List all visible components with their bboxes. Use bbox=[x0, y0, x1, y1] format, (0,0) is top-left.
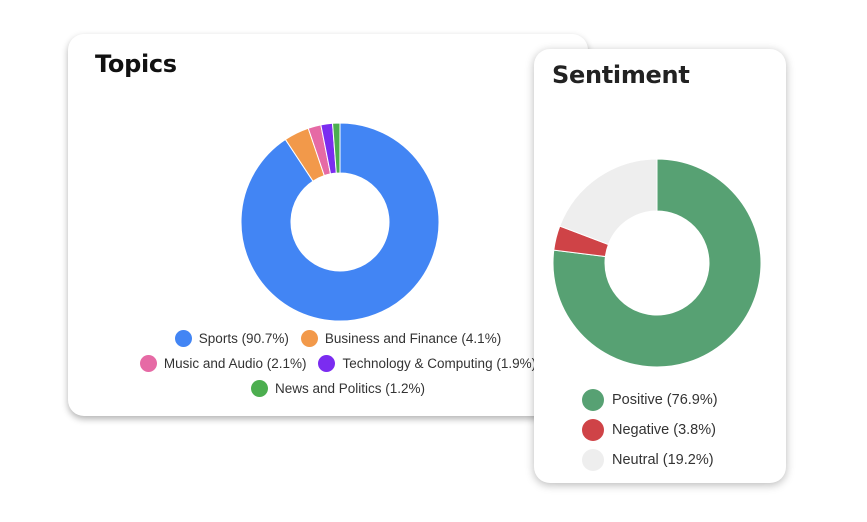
sentiment-card: Sentiment Positive (76.9%) Negative (3.8… bbox=[534, 49, 786, 483]
legend-swatch-positive bbox=[582, 389, 604, 411]
legend-swatch-business-and-finance bbox=[300, 330, 318, 347]
legend-swatch-music-and-audio bbox=[139, 355, 157, 372]
sentiment-title: Sentiment bbox=[552, 61, 690, 89]
legend-swatch-news-and-politics bbox=[250, 380, 268, 397]
legend-swatch-neutral bbox=[582, 449, 604, 471]
sentiment-legend-row: Positive (76.9%) bbox=[582, 385, 718, 415]
donut-slice-news-and-politics bbox=[332, 122, 341, 174]
donut-slice-positive bbox=[552, 158, 762, 368]
topics-legend-row: Sports (90.7%) Business and Finance (4.1… bbox=[128, 326, 548, 351]
legend-label-news-and-politics: News and Politics (1.2%) bbox=[274, 381, 426, 396]
legend-item-positive: Positive (76.9%) bbox=[582, 389, 718, 411]
topics-donut-chart bbox=[240, 122, 440, 322]
topics-card: Topics Sports (90.7%) Business and Finan… bbox=[68, 34, 588, 416]
sentiment-legend: Positive (76.9%) Negative (3.8%) Neutral… bbox=[582, 385, 718, 475]
legend-item-business-and-finance: Business and Finance (4.1%) bbox=[300, 330, 502, 347]
legend-label-business-and-finance: Business and Finance (4.1%) bbox=[324, 331, 502, 346]
legend-swatch-negative bbox=[582, 419, 604, 441]
legend-item-neutral: Neutral (19.2%) bbox=[582, 449, 714, 471]
donut-slice-neutral bbox=[559, 158, 658, 246]
legend-label-sports: Sports (90.7%) bbox=[198, 331, 289, 346]
topics-legend-row: Music and Audio (2.1%) Technology & Comp… bbox=[128, 351, 548, 376]
topics-title: Topics bbox=[95, 50, 177, 78]
legend-item-music-and-audio: Music and Audio (2.1%) bbox=[139, 355, 307, 372]
legend-item-technology-and-computing: Technology & Computing (1.9%) bbox=[318, 355, 536, 372]
legend-label-neutral: Neutral (19.2%) bbox=[612, 452, 714, 468]
legend-item-negative: Negative (3.8%) bbox=[582, 419, 716, 441]
legend-label-negative: Negative (3.8%) bbox=[612, 422, 716, 438]
donut-slice-sports bbox=[240, 122, 440, 322]
legend-label-technology-and-computing: Technology & Computing (1.9%) bbox=[342, 356, 537, 371]
legend-swatch-technology-and-computing bbox=[318, 355, 336, 372]
topics-legend-row: News and Politics (1.2%) bbox=[128, 376, 548, 401]
legend-item-sports: Sports (90.7%) bbox=[174, 330, 289, 347]
legend-label-music-and-audio: Music and Audio (2.1%) bbox=[163, 356, 307, 371]
legend-item-news-and-politics: News and Politics (1.2%) bbox=[250, 380, 426, 397]
legend-label-positive: Positive (76.9%) bbox=[612, 392, 718, 408]
sentiment-donut-chart bbox=[552, 158, 762, 368]
sentiment-legend-row: Negative (3.8%) bbox=[582, 415, 718, 445]
sentiment-legend-row: Neutral (19.2%) bbox=[582, 445, 718, 475]
topics-legend: Sports (90.7%) Business and Finance (4.1… bbox=[128, 326, 548, 401]
legend-swatch-sports bbox=[174, 330, 192, 347]
